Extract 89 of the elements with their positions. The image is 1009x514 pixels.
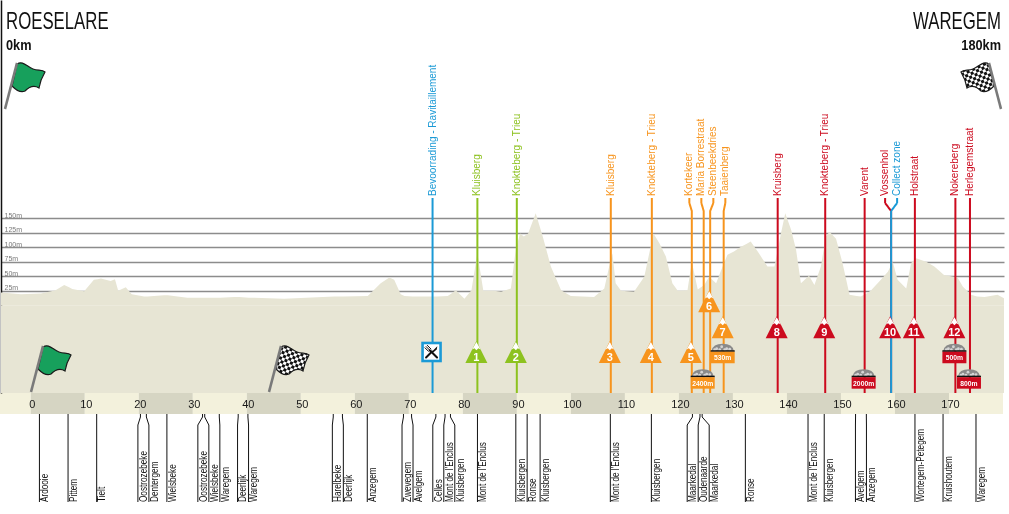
annotation: Avelgem — [855, 470, 867, 502]
x-tick-label: 20 — [134, 397, 147, 410]
x-tick-label: 70 — [404, 397, 417, 410]
annotation: Zwevegem — [402, 461, 413, 502]
annotation: 7 — [719, 326, 726, 339]
annotation: 9 — [821, 326, 828, 339]
ref-line-label: Holstraat — [908, 155, 920, 196]
annotation: 11 — [908, 326, 920, 339]
annotation: 5 — [687, 351, 694, 364]
annotation: Harelbeke — [332, 464, 344, 502]
ref-line-label: Vossenhol — [879, 149, 891, 196]
annotation: Wielsbeke — [208, 464, 220, 502]
x-tick-label: 110 — [617, 397, 636, 410]
annotation: 12 — [948, 326, 961, 339]
ref-line-label: Varent — [858, 167, 870, 196]
annotation: 530m — [714, 352, 732, 363]
x-tick-label: 160 — [887, 397, 906, 410]
ref-line-label: Bevoorrading - Ravitaillement — [426, 64, 438, 196]
annotation: 180km — [961, 35, 1001, 54]
annotation: Wortegem-Petegem — [914, 428, 926, 502]
ref-line-label: Knokteberg - Trieu — [510, 113, 522, 196]
x-tick-label: 80 — [458, 397, 471, 410]
annotation: WAREGEM — [913, 6, 1001, 34]
annotation: Mont de l'Enclus — [808, 441, 819, 502]
ref-line-label: Herlegemstraat — [963, 127, 975, 196]
annotation: Mont de l'Enclus — [610, 441, 622, 502]
x-tick-label: 30 — [188, 397, 201, 410]
annotation: Mont de l'Enclus — [443, 441, 455, 502]
ref-line-label: Nokereberg — [949, 143, 961, 196]
annotation: 2 — [512, 351, 519, 364]
annotation: Maarkedal — [709, 463, 721, 502]
annotation: 4 — [647, 351, 655, 364]
ref-line-label: Kluisberg — [604, 154, 616, 196]
annotation: Kluisbergen — [540, 458, 552, 502]
x-tick-label: 100 — [563, 397, 582, 410]
annotation: ROESELARE — [6, 6, 109, 34]
annotation: Deerlijk — [343, 474, 355, 502]
annotation: 8 — [773, 326, 780, 339]
annotation: Waregem — [248, 466, 260, 502]
ref-line-label: Kruisberg — [771, 153, 783, 196]
annotation: Avelgem — [413, 470, 424, 502]
annotation: Oostrozebeke — [137, 451, 149, 502]
ref-line-label: Kluisberg — [471, 154, 483, 196]
annotation: Pittem — [68, 478, 80, 502]
annotation: Oudenaarde — [698, 456, 710, 502]
annotation: Ronse — [745, 478, 757, 502]
ref-line-label: Knokteberg - Trieu — [645, 113, 657, 196]
x-tick-label: 90 — [512, 397, 525, 410]
annotation: 6 — [706, 300, 713, 313]
x-tick-label: 60 — [350, 397, 363, 410]
ref-line-label: Kortekeer — [683, 151, 695, 196]
annotation: Dentergem — [148, 461, 160, 502]
annotation: Anzegem — [866, 467, 878, 502]
annotation: Maarkedal — [687, 463, 699, 502]
x-tick-label: 10 — [80, 397, 93, 410]
x-tick-label: 0 — [29, 397, 36, 410]
annotation: Ardooie — [39, 473, 51, 502]
x-tick-label: 40 — [242, 397, 255, 410]
annotation: Kruishoutem — [943, 456, 955, 502]
annotation: Celles — [432, 478, 444, 502]
annotation: 3 — [606, 351, 613, 364]
annotation: 0km — [6, 35, 32, 54]
annotation: 10 — [883, 326, 897, 339]
annotation: Anzegem — [367, 467, 379, 502]
annotation: Wielsbeke — [166, 464, 178, 502]
annotation: Mont de l'Enclus — [477, 441, 489, 502]
annotation: 800m — [960, 378, 979, 389]
annotation: 1 — [473, 351, 480, 364]
ref-line-label: Knokteberg - Trieu — [819, 113, 831, 196]
annotation: Tielt — [96, 486, 108, 502]
annotation: Waregem — [219, 466, 231, 502]
x-tick-label: 50 — [296, 397, 309, 410]
annotation: Deerlijk — [237, 474, 249, 502]
ref-line-label: Steenbeekdries — [707, 126, 719, 196]
ref-line-label: Maria Borrestraat — [695, 118, 707, 196]
x-tick-label: 120 — [671, 397, 690, 410]
annotation: Kluisbergen — [651, 458, 663, 502]
ref-line-label: Taaienberg — [719, 146, 731, 196]
x-tick-label: 170 — [941, 397, 960, 410]
x-tick-label: 140 — [779, 397, 798, 410]
ref-line-label: Collect zone — [891, 140, 903, 196]
x-tick-label: 130 — [725, 397, 744, 410]
annotation: Kluisbergen — [515, 458, 527, 502]
annotation: Kluisbergen — [824, 458, 836, 502]
annotation: Oostrozebeke — [197, 451, 209, 502]
annotation: Kluisbergen — [454, 458, 466, 502]
annotation: Ronse — [527, 478, 539, 502]
annotation: Waregem — [976, 466, 987, 502]
x-tick-label: 150 — [833, 397, 852, 410]
